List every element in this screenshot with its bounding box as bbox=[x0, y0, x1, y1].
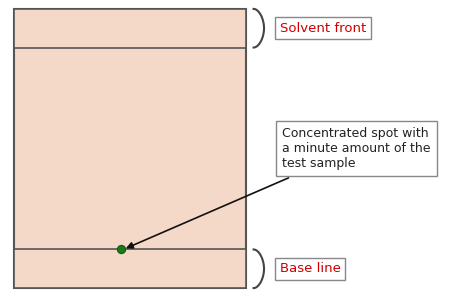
Text: Concentrated spot with
a minute amount of the
test sample: Concentrated spot with a minute amount o… bbox=[128, 127, 430, 248]
Bar bbox=[14, 9, 246, 288]
Bar bbox=[14, 9, 246, 48]
Bar bbox=[14, 249, 246, 288]
Text: Base line: Base line bbox=[280, 262, 340, 275]
Text: Solvent front: Solvent front bbox=[280, 22, 366, 35]
Point bbox=[117, 247, 125, 252]
